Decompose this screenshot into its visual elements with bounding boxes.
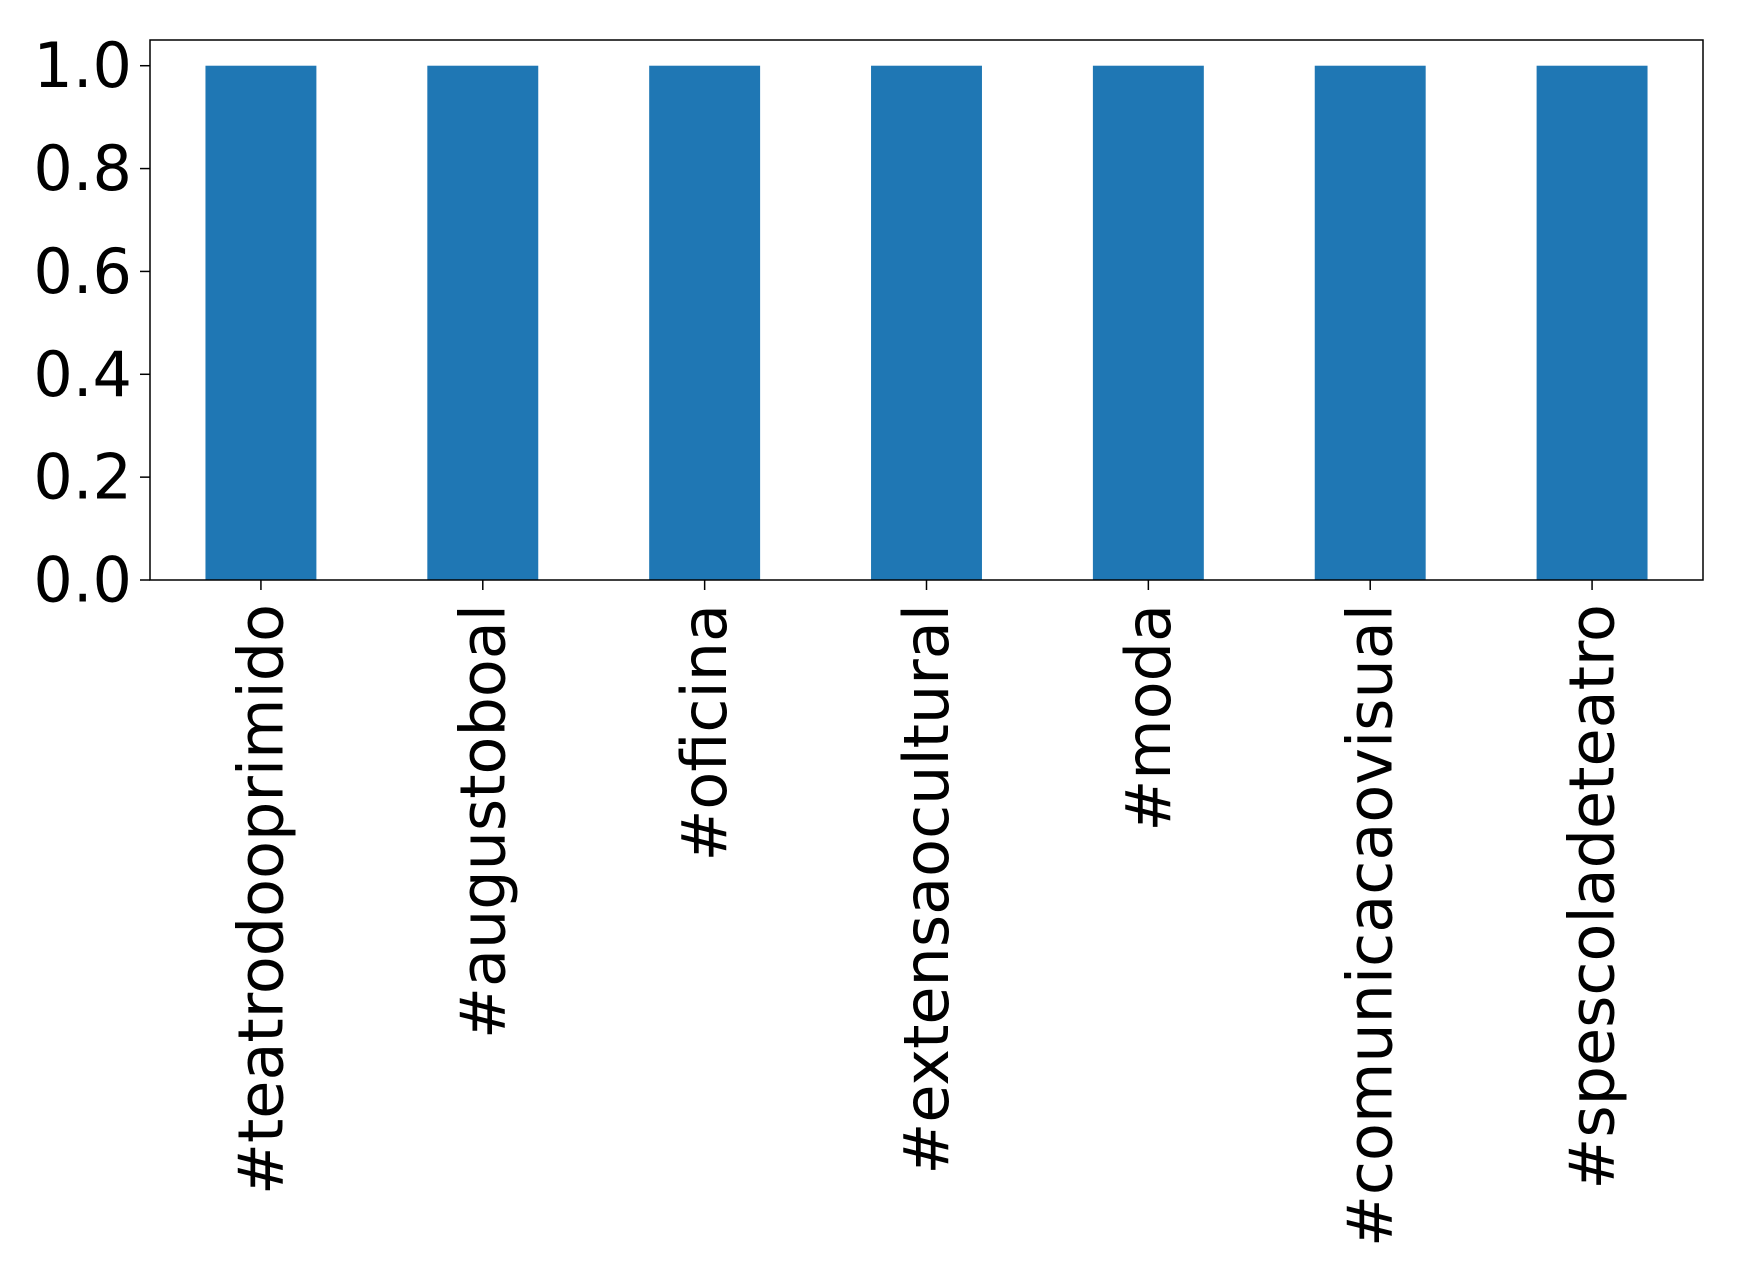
y-tick-label: 0.4 xyxy=(33,338,132,411)
bar xyxy=(427,65,539,580)
x-tick-label: #teatrodooprimido xyxy=(224,604,297,1195)
y-tick-label: 0.0 xyxy=(33,544,132,617)
bar xyxy=(1092,65,1204,580)
y-tick-label: 0.2 xyxy=(33,441,132,514)
y-tick-label: 0.8 xyxy=(33,132,132,205)
y-tick-label: 0.6 xyxy=(33,235,132,308)
plot-frame xyxy=(149,39,1704,581)
bar xyxy=(1536,65,1648,580)
bars-layer xyxy=(205,65,1648,580)
x-tick-label: #moda xyxy=(1112,604,1185,832)
x-tick-label: #comunicacaovisual xyxy=(1334,604,1407,1247)
bar xyxy=(871,65,982,580)
bar xyxy=(649,65,761,580)
x-tick-label: #spescoladeteatro xyxy=(1556,604,1629,1190)
x-tick-label: #oficina xyxy=(668,604,741,862)
bar xyxy=(1314,65,1426,580)
x-tick-label: #augustoboal xyxy=(446,604,519,1039)
y-axis: 0.0 0.2 0.4 0.6 0.8 1.0 xyxy=(33,29,150,617)
x-axis: #teatrodooprimido #augustoboal #oficina #ex… xyxy=(224,580,1629,1247)
x-tick-label: #extensaocultural xyxy=(890,604,963,1175)
y-tick-label: 1.0 xyxy=(33,29,132,102)
bar xyxy=(205,65,317,580)
